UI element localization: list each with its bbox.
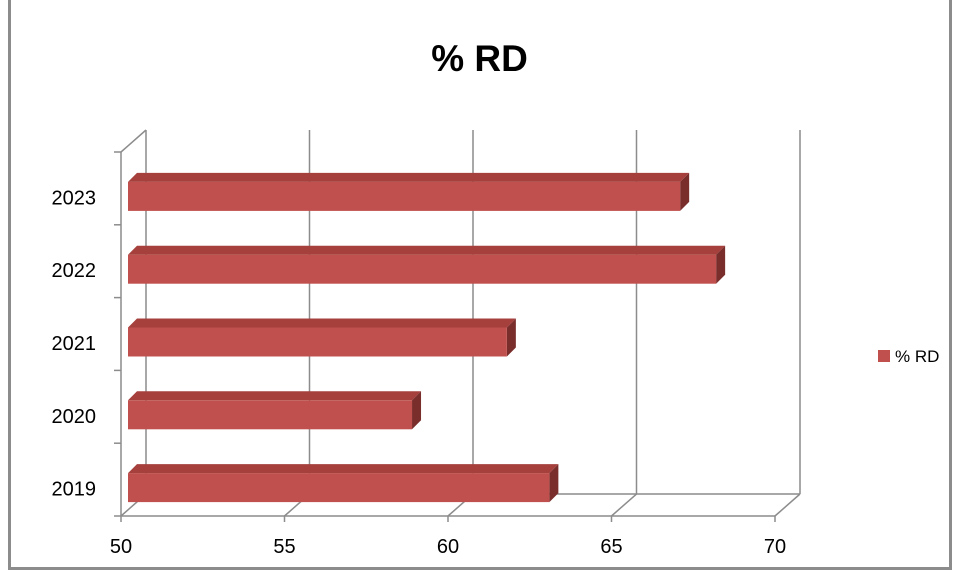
y-axis-tick-labels: 2019 2020 2021 2022 2023: [52, 187, 97, 500]
bar-side-face: [716, 245, 726, 284]
bar-2019: [128, 464, 559, 503]
bar-2023: [128, 172, 690, 211]
chart-title: % RD: [431, 38, 528, 79]
bar: [128, 473, 550, 503]
legend-swatch: [878, 350, 890, 362]
y-tick-label: 2019: [52, 479, 97, 501]
y-tick-label: 2023: [52, 187, 97, 209]
x-tick-label: 50: [110, 536, 132, 558]
bar-2020: [128, 391, 422, 430]
gridline-floor: [611, 493, 637, 517]
x-tick-label: 65: [600, 536, 622, 558]
legend-label: % RD: [895, 347, 939, 366]
bars: [128, 172, 726, 503]
y-tick-label: 2021: [52, 333, 97, 355]
bar-side-face: [680, 172, 690, 211]
bar: [128, 400, 413, 430]
y-tick-label: 2022: [52, 260, 97, 282]
y-tick-label: 2020: [52, 406, 97, 428]
x-tick-label: 55: [273, 536, 295, 558]
x-tick-label: 70: [764, 536, 786, 558]
bar-top-face: [128, 172, 690, 182]
bar-2022: [128, 245, 726, 284]
legend: % RD: [878, 347, 939, 366]
bar-side-face: [412, 391, 422, 430]
gridline-floor: [774, 493, 801, 517]
bar-top-face: [128, 391, 422, 401]
x-tick-label: 60: [437, 536, 459, 558]
bar: [128, 327, 507, 357]
x-axis-tick-labels: 50 55 60 65 70: [110, 536, 786, 558]
bar-top-face: [128, 318, 516, 328]
bar-top-face: [128, 245, 726, 255]
bar-side-face: [506, 318, 516, 357]
bar: [128, 254, 717, 284]
bar-2021: [128, 318, 516, 357]
bar-side-face: [549, 464, 559, 503]
bar: [128, 181, 681, 211]
wall-top-edge: [120, 129, 147, 153]
bar-top-face: [128, 464, 559, 474]
